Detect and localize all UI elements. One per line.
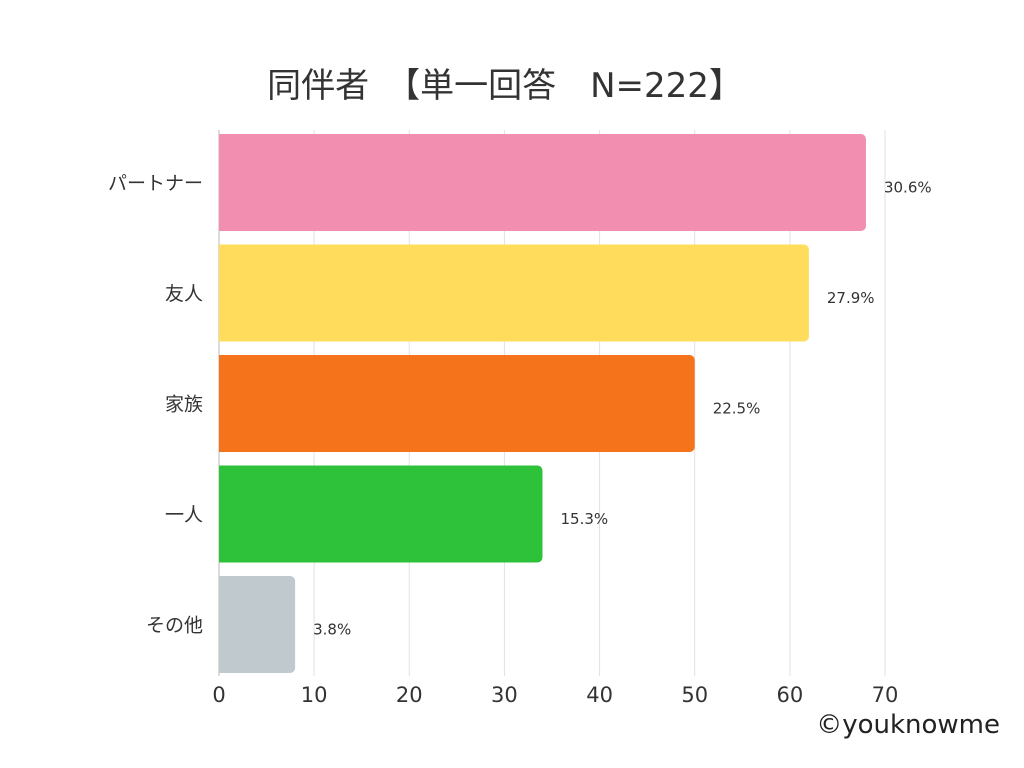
y-tick-label: その他 <box>146 615 203 637</box>
y-tick-label: 友人 <box>165 283 203 305</box>
x-tick-label: 60 <box>776 683 803 707</box>
x-tick-label: 30 <box>491 683 518 707</box>
bar-base <box>219 134 225 231</box>
x-tick-label: 10 <box>301 683 328 707</box>
bar <box>219 134 866 231</box>
bar-base <box>219 576 225 673</box>
bar-base <box>219 465 225 563</box>
bar <box>219 355 695 452</box>
bar-base <box>219 355 225 452</box>
x-tick-label: 70 <box>872 683 899 707</box>
y-tick-label: 家族 <box>165 394 203 416</box>
chart-title: 同伴者 【単一回答 N=222】 <box>267 66 743 106</box>
data-label: 22.5% <box>713 400 761 418</box>
bar-base <box>219 244 225 342</box>
x-tick-label: 40 <box>586 683 613 707</box>
data-label: 27.9% <box>827 289 875 307</box>
x-tick-label: 0 <box>212 683 225 707</box>
y-tick-label: パートナー <box>108 173 203 195</box>
bar <box>219 465 543 563</box>
x-tick-label: 20 <box>396 683 423 707</box>
copyright-credit: ©youknowme <box>816 710 1000 740</box>
data-label: 15.3% <box>560 510 608 528</box>
data-label: 3.8% <box>313 621 351 639</box>
bar <box>219 244 809 342</box>
data-label: 30.6% <box>884 179 932 197</box>
bar <box>219 576 296 673</box>
y-tick-label: 一人 <box>165 504 203 526</box>
x-tick-label: 50 <box>681 683 708 707</box>
